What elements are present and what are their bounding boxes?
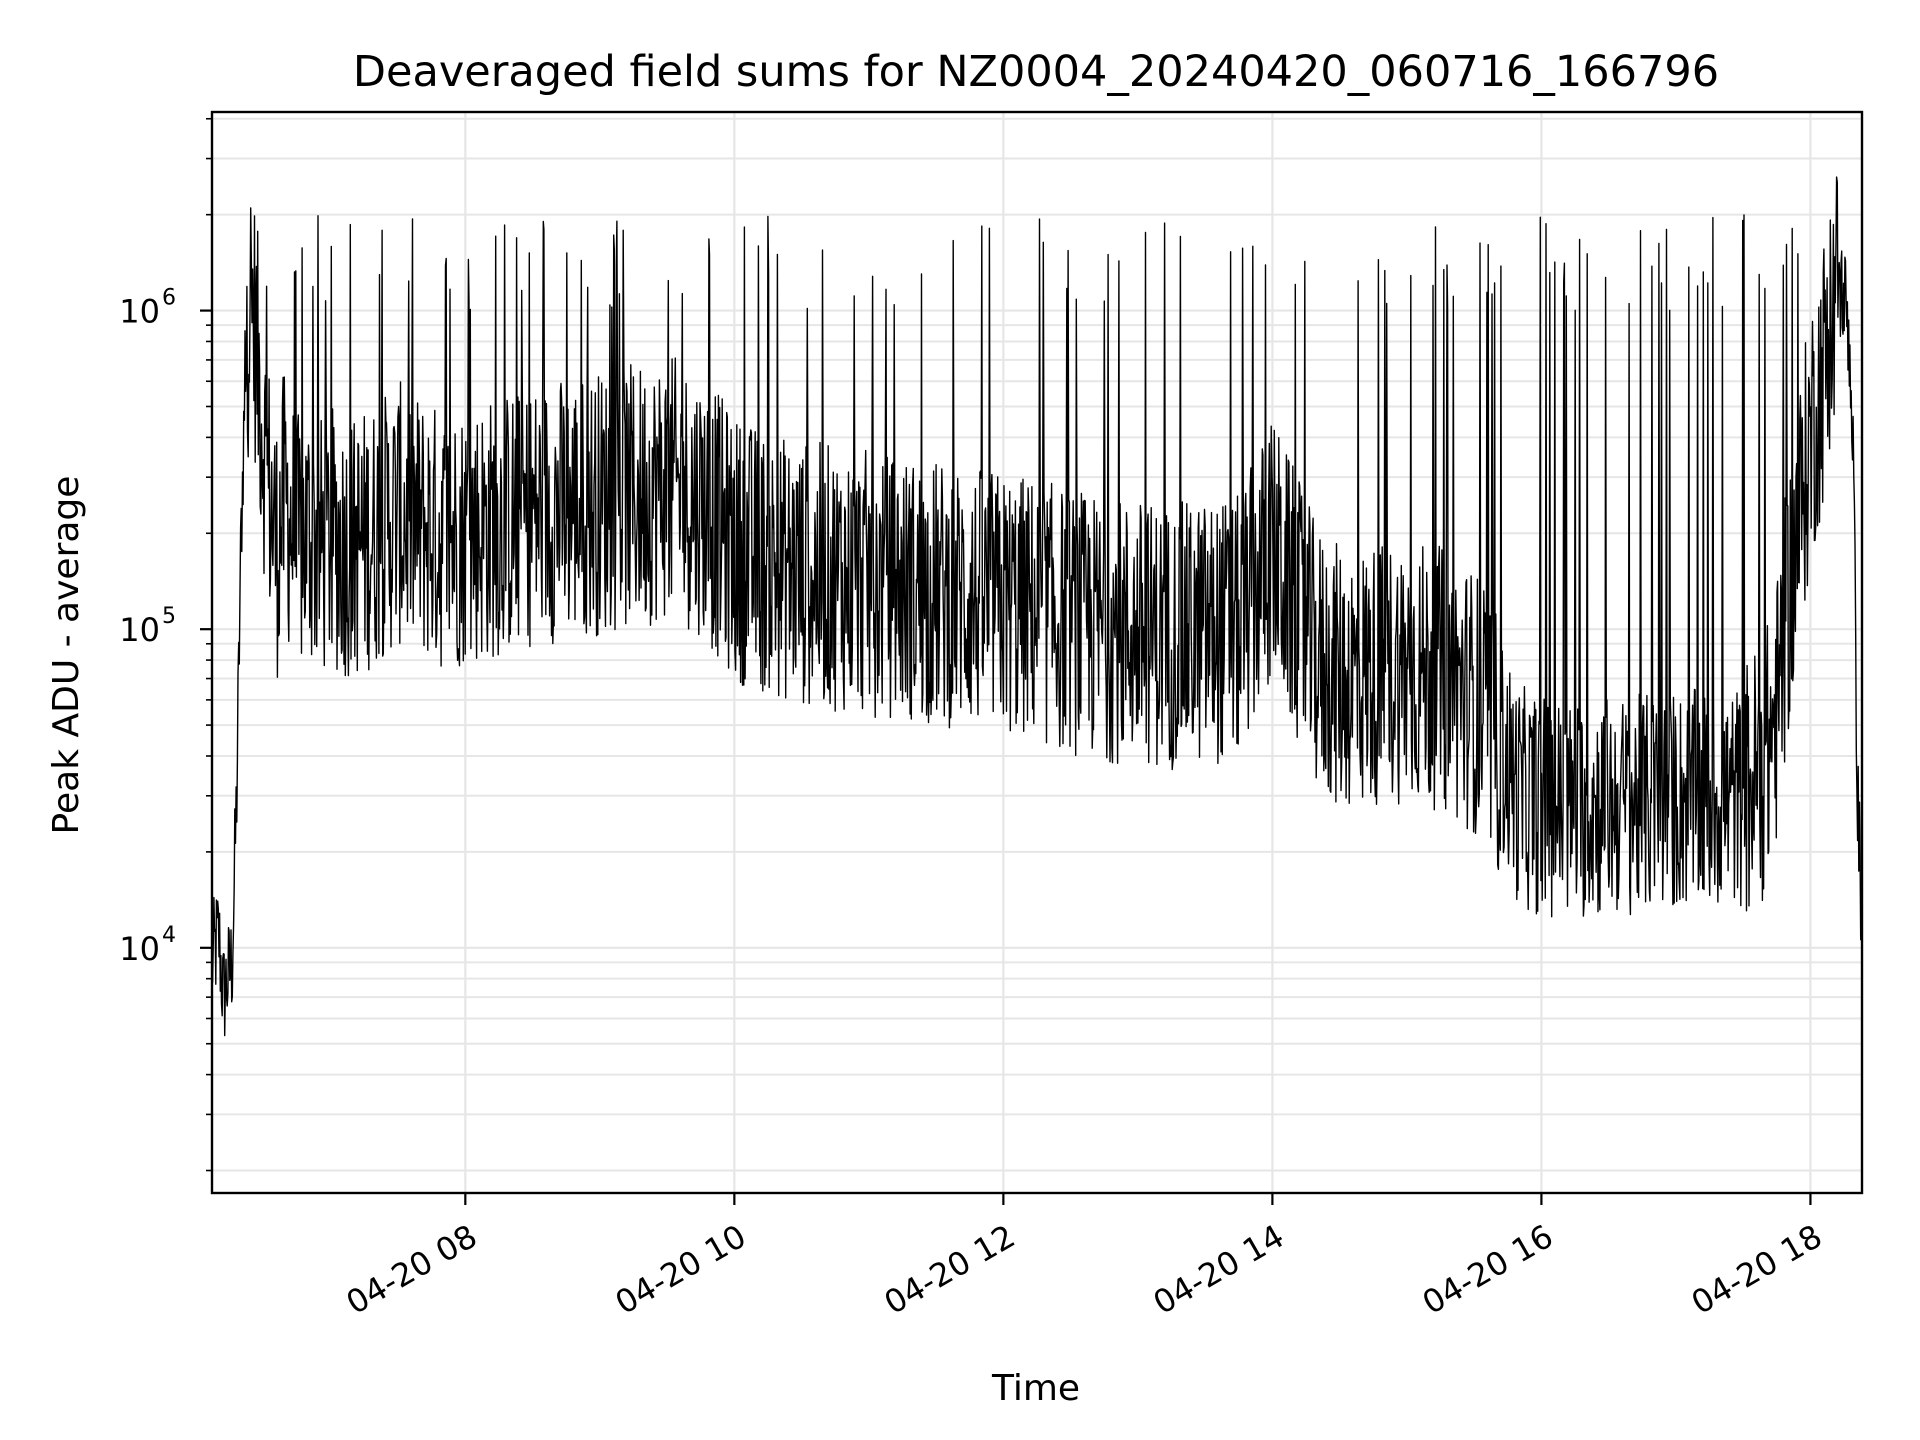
x-axis-title: Time: [991, 1368, 1080, 1409]
plot-area: [211, 176, 1863, 1037]
y-tick-label-exponent: 5: [162, 604, 176, 629]
y-tick-label: 10: [119, 293, 160, 331]
y-axis-title: Peak ADU - average: [46, 476, 87, 835]
y-tick-label-exponent: 4: [162, 923, 176, 948]
y-tick-label-exponent: 6: [162, 286, 176, 311]
series-line: [211, 176, 1863, 1037]
y-tick-label: 10: [119, 611, 160, 649]
y-tick-label: 10: [119, 930, 160, 968]
chart-title: Deaveraged field sums for NZ0004_2024042…: [353, 47, 1719, 97]
plot-frame: [210, 110, 1864, 1195]
